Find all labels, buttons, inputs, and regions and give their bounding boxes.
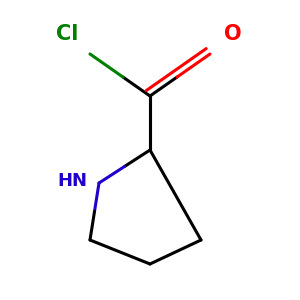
- Text: O: O: [224, 25, 241, 44]
- Text: Cl: Cl: [56, 25, 79, 44]
- Text: HN: HN: [57, 172, 87, 190]
